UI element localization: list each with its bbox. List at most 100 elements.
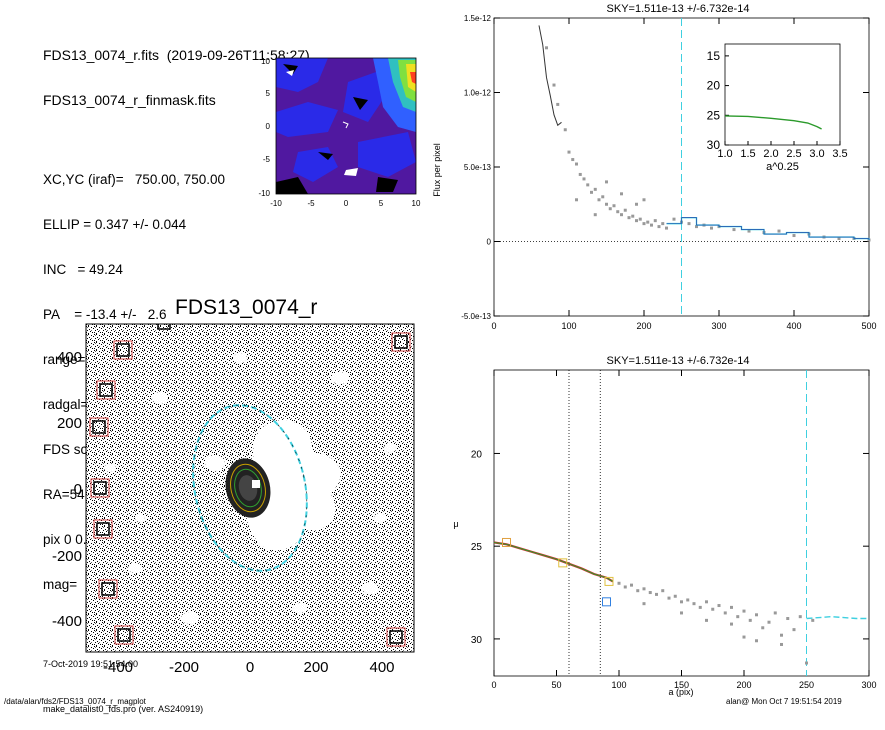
data-point bbox=[638, 217, 642, 221]
data-point bbox=[601, 195, 605, 199]
data-point bbox=[617, 581, 621, 585]
galaxy-ytick: -400 bbox=[52, 613, 82, 630]
galaxy-xtick: -400 bbox=[103, 659, 133, 676]
galaxy-ytick: 0 bbox=[74, 481, 82, 498]
data-point bbox=[612, 204, 616, 208]
map-ytick: -10 bbox=[258, 189, 270, 198]
x-tick-label: 400 bbox=[786, 321, 801, 331]
galaxy-ytick: 400 bbox=[57, 349, 82, 366]
y-tick-label: 20 bbox=[471, 449, 483, 460]
data-point bbox=[732, 228, 736, 232]
data-point bbox=[792, 628, 796, 632]
data-point bbox=[665, 226, 668, 230]
inset-frame bbox=[724, 43, 841, 146]
data-point bbox=[616, 210, 620, 214]
data-point bbox=[563, 128, 567, 132]
galaxy-xtick: 200 bbox=[303, 659, 328, 676]
data-point bbox=[837, 237, 841, 241]
data-point bbox=[747, 229, 751, 233]
data-point bbox=[717, 604, 721, 608]
data-point bbox=[605, 202, 608, 206]
profile-marker bbox=[604, 576, 614, 586]
info-line: INC = 49.24 bbox=[43, 262, 123, 277]
data-point bbox=[798, 615, 802, 619]
x-axis-label: a (pix) bbox=[668, 687, 693, 697]
info-line: FDS13_0074_r.fits (2019-09-26T11:58:27) bbox=[43, 47, 310, 63]
sky-step-series-inner bbox=[666, 217, 870, 241]
map-xtick: 10 bbox=[412, 199, 421, 208]
profile-green bbox=[493, 541, 614, 582]
data-point bbox=[673, 594, 677, 598]
data-point bbox=[586, 183, 590, 187]
mu-plot-area: 0 50 100 150 200 250 300 20 25 30 bbox=[471, 369, 877, 690]
data-point bbox=[680, 600, 683, 604]
data-point bbox=[695, 225, 698, 229]
y-tick-label: -5.0e-13 bbox=[461, 312, 491, 321]
data-point bbox=[648, 591, 652, 595]
data-point bbox=[780, 642, 783, 646]
map-ytick: 10 bbox=[261, 57, 270, 66]
data-point bbox=[630, 583, 633, 587]
inset-x-tick-label: 2.5 bbox=[786, 148, 801, 160]
data-point bbox=[755, 639, 758, 643]
data-point bbox=[792, 234, 796, 238]
plot-frame bbox=[493, 369, 870, 677]
data-point bbox=[730, 605, 733, 609]
data-point bbox=[723, 611, 727, 615]
data-point bbox=[608, 207, 612, 211]
data-point bbox=[698, 605, 702, 609]
data-point bbox=[653, 219, 657, 223]
data-point bbox=[593, 187, 597, 191]
inset-curve bbox=[724, 115, 822, 130]
inset-x-tick-label: 1.5 bbox=[740, 148, 755, 160]
data-point bbox=[672, 217, 676, 221]
data-point bbox=[552, 83, 556, 87]
data-point bbox=[620, 213, 623, 217]
data-point bbox=[556, 102, 560, 106]
data-point bbox=[767, 620, 771, 624]
data-point bbox=[667, 596, 671, 600]
profile-tail bbox=[806, 615, 869, 620]
inset-x-tick-label: 1.0 bbox=[717, 148, 732, 160]
profile-marker bbox=[602, 597, 611, 607]
map-ytick: 0 bbox=[266, 122, 271, 131]
data-point bbox=[575, 198, 578, 202]
data-point bbox=[710, 226, 713, 230]
y-tick-label: 0 bbox=[487, 238, 492, 247]
data-point bbox=[811, 618, 815, 622]
galaxy-ytick: -200 bbox=[52, 548, 82, 565]
data-point bbox=[780, 633, 783, 637]
data-point bbox=[730, 622, 733, 626]
y-tick-label: 1.0e-12 bbox=[464, 89, 492, 98]
data-point bbox=[686, 598, 690, 602]
map-xtick: -10 bbox=[270, 199, 282, 208]
data-point bbox=[575, 162, 578, 166]
data-point bbox=[593, 213, 597, 217]
x-tick-label: 100 bbox=[561, 321, 576, 331]
y-tick-label: 30 bbox=[471, 635, 483, 646]
data-point bbox=[636, 589, 640, 593]
profile-marker bbox=[558, 558, 568, 568]
data-point bbox=[705, 600, 708, 604]
footer-timestamp: alan@ Mon Oct 7 19:51:54 2019 bbox=[726, 697, 842, 706]
galaxy-xtick: -200 bbox=[169, 659, 199, 676]
map-xtick: 0 bbox=[344, 199, 349, 208]
inset-x-tick-label: 3.5 bbox=[832, 148, 847, 160]
data-point bbox=[687, 222, 691, 226]
data-point bbox=[777, 229, 781, 233]
galaxy-image: 400 200 0 -200 -400 -400 -200 0 200 400 bbox=[52, 323, 415, 676]
inset-y-tick-label: 15 bbox=[707, 49, 721, 63]
info-line: FDS13_0074_r_finmask.fits bbox=[43, 92, 216, 108]
sky-plot-area: 0 100 200 300 400 5001.5e-121.0e-125.0e-130-5… bbox=[461, 14, 876, 331]
galaxy-xtick: 400 bbox=[369, 659, 394, 676]
inset-x-label: a^0.25 bbox=[766, 161, 799, 173]
profile-line bbox=[538, 25, 562, 127]
data-point bbox=[711, 607, 715, 611]
data-point bbox=[642, 222, 646, 226]
data-point bbox=[646, 220, 650, 224]
data-point bbox=[748, 618, 752, 622]
sky-step-series bbox=[666, 216, 870, 241]
chart-title: SKY=1.511e-13 +/-6.732e-14 bbox=[607, 355, 750, 367]
x-tick-label: 500 bbox=[861, 321, 876, 331]
data-point bbox=[655, 592, 658, 596]
